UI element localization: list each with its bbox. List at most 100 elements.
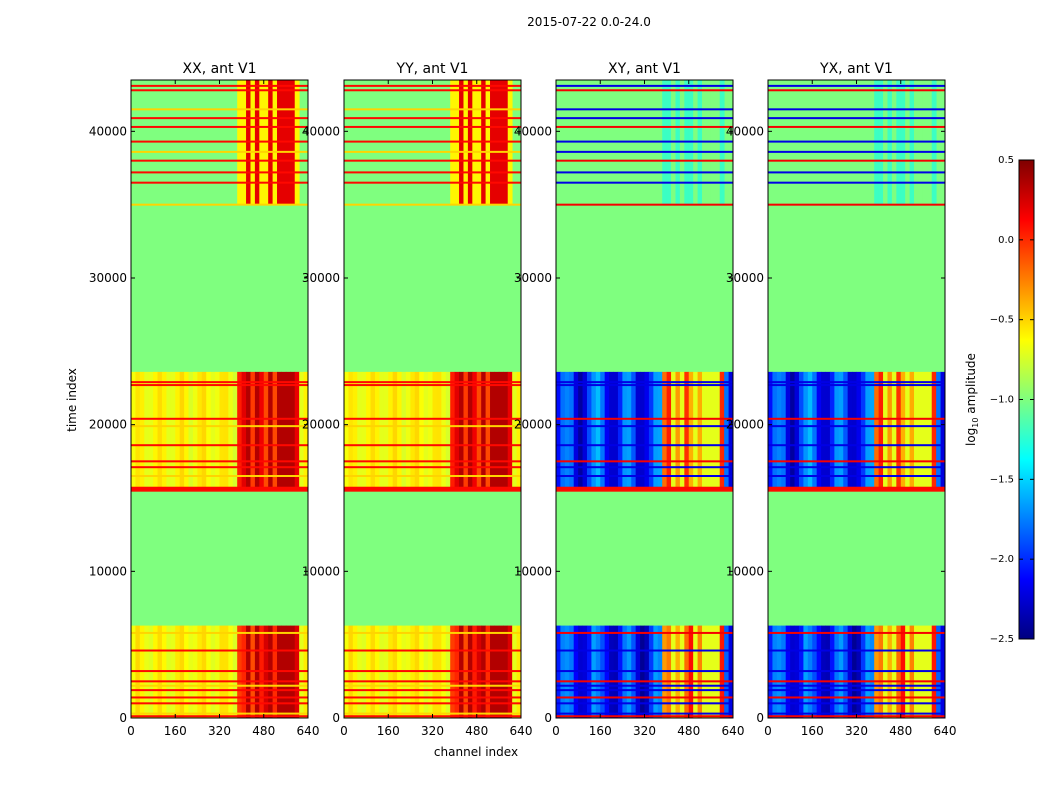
heatmap-column [188,371,194,491]
flag-line [131,475,308,477]
heatmap-column [927,371,933,491]
flag-line [131,108,308,111]
heatmap-column [428,371,433,491]
flag-line [131,84,308,87]
heatmap-column [909,371,915,491]
y-tick-label: 40000 [726,124,764,138]
flag-line [556,680,733,683]
flag-line [768,460,945,463]
flag-line [556,89,733,92]
flag-line [768,203,945,206]
heatmap-column [825,371,831,491]
heatmap-column [785,371,791,491]
flag-line [344,466,521,469]
x-tick-label: 640 [934,724,957,738]
heatmap-column [653,371,659,491]
y-tick-label: 40000 [302,124,340,138]
flag-line [768,181,945,184]
heatmap-column [303,371,309,491]
flag-line [556,670,733,673]
heatmap-column [790,371,795,491]
heatmap-column [401,371,407,491]
panel-title: XY, ant V1 [608,61,681,77]
heatmap-column [693,371,698,491]
heatmap-column [617,371,623,491]
flag-line [131,631,308,634]
flag-line [344,89,521,92]
x-axis-label: channel index [434,745,518,759]
heatmap-column [272,371,278,491]
flag-line [768,486,945,489]
heatmap-column [379,371,385,491]
heatmap-column [578,371,583,491]
flag-line [556,486,733,489]
colorbar-tick-label: −0.5 [990,315,1014,326]
x-tick-label: 640 [510,724,533,738]
heatmap-column [874,371,880,491]
flag-line [556,108,733,111]
flag-line [131,712,308,715]
heatmap-column [361,371,367,491]
flag-line [768,631,945,634]
heatmap-column [648,371,654,491]
heatmap-column [706,371,712,491]
heatmap-column [259,371,265,491]
flag-line [131,486,308,489]
heatmap-column [192,371,198,491]
panel-title: YY, ant V1 [396,61,469,77]
heatmap-column [144,371,150,491]
colorbar-tick-label: 0.5 [998,155,1014,166]
heatmap-column [662,371,668,491]
heatmap-column [228,371,234,491]
heatmap-column [852,371,857,491]
flag-line [768,488,945,491]
flag-line [344,381,521,384]
heatmap-column [423,371,429,491]
flag-line [344,140,521,143]
heatmap-column [294,371,300,491]
colorbar-label-rest: amplitude [964,353,978,417]
x-tick-label: 320 [633,724,656,738]
heatmap-column [900,371,906,491]
heatmap-column [374,371,380,491]
heatmap-column [467,371,473,491]
x-tick-label: 480 [889,724,912,738]
heatmap-column [175,371,181,491]
heatmap-column [803,371,809,491]
x-tick-label: 0 [764,724,772,738]
heatmap-column [675,371,681,491]
x-tick-label: 320 [845,724,868,738]
heatmap-column [635,371,641,491]
heatmap-column [445,371,451,491]
flag-line [556,488,733,491]
heatmap-column [507,371,513,491]
flag-line [556,489,733,492]
flag-line [344,488,521,491]
colorbar: 0.5 0.0 −0.5 −1.0 −1.5 −2.0 −2.5 [990,155,1035,645]
flag-line [768,150,945,153]
heatmap-column [807,371,813,491]
colorbar-tick-label: 0.0 [998,235,1014,246]
x-tick-label: 640 [722,724,745,738]
heatmap-column [179,371,185,491]
heatmap-column [684,371,690,491]
heatmap-column [772,371,778,491]
heatmap-column [860,371,866,491]
heatmap-column [728,371,734,491]
flag-line [556,417,733,420]
heatmap-column [564,371,570,491]
x-tick-label: 160 [589,724,612,738]
panel-2: YY, ant V1 0 160 320 480 640 0 10000 20000 30000 4… [302,61,533,738]
flag-line [344,384,521,387]
flag-line [344,475,521,477]
heatmap-column [776,371,782,491]
heatmap-column [472,371,478,491]
flag-line [131,670,308,673]
flag-line [768,689,945,692]
x-tick-label: 640 [297,724,320,738]
flag-line [131,696,308,699]
flag-line [556,84,733,87]
flag-line [556,117,733,120]
colorbar-label-sub: 10 [971,418,980,428]
heatmap-column [436,371,442,491]
